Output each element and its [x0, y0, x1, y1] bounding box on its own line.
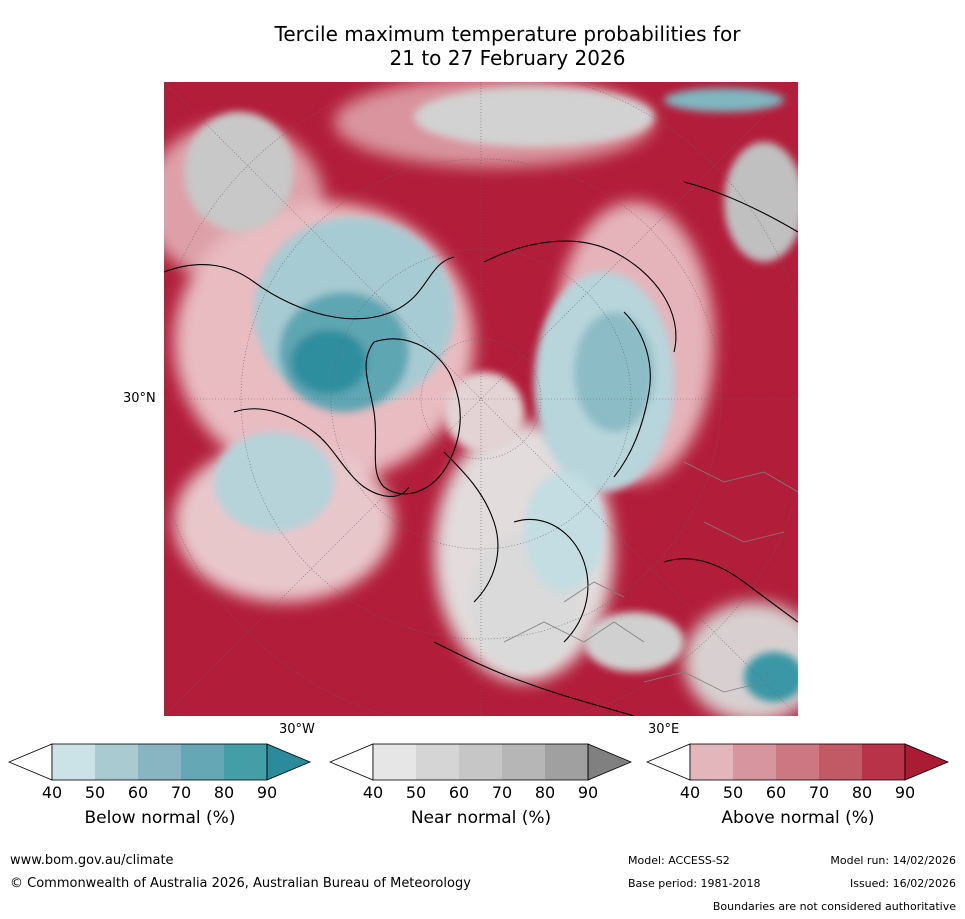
tick-label: 90 [256, 783, 278, 802]
below-normal-bin-2 [138, 744, 181, 780]
model-label: Model: ACCESS-S2 [628, 854, 730, 867]
tick-label: 70 [808, 783, 830, 802]
colorbar-below-svg [7, 743, 312, 781]
title-line-1: Tercile maximum temperature probabilitie… [274, 22, 741, 46]
near-normal-bin-0 [373, 744, 416, 780]
tick-label: 70 [170, 783, 192, 802]
above-normal-bin-4 [862, 744, 905, 780]
tick-label: 50 [84, 783, 106, 802]
tick-label: 70 [491, 783, 513, 802]
near-normal-max-extend [587, 743, 633, 781]
below-normal-max-extend [266, 743, 312, 781]
country-borders [503, 461, 798, 693]
colorbar-near-svg [328, 743, 633, 781]
tick-label: 50 [405, 783, 427, 802]
below-normal-bin-3 [181, 744, 224, 780]
graticule [164, 82, 798, 716]
near-normal-bin-4 [545, 744, 588, 780]
tick-label: 60 [448, 783, 470, 802]
copyright-text: © Commonwealth of Australia 2026, Austra… [10, 876, 471, 891]
below-normal-title: Below normal (%) [84, 808, 236, 828]
tick-label: 60 [127, 783, 149, 802]
near-normal-bin-2 [459, 744, 502, 780]
tick-label: 90 [894, 783, 916, 802]
coastlines [164, 181, 798, 716]
below-normal-bin-0 [52, 744, 95, 780]
base-period-label: Base period: 1981-2018 [628, 877, 761, 890]
colorbar-near-normal [328, 742, 633, 786]
tick-label: 80 [851, 783, 873, 802]
near-normal-title: Near normal (%) [410, 808, 552, 828]
probability-map [164, 82, 798, 716]
below-normal-bin-1 [95, 744, 138, 780]
colorbar-above-svg [645, 743, 950, 781]
above-normal-bin-0 [690, 744, 733, 780]
map-canvas [164, 82, 798, 716]
near-normal-frame [372, 743, 589, 781]
above-normal-max-extend [904, 743, 950, 781]
near-normal-bin-1 [416, 744, 459, 780]
map-title: Tercile maximum temperature probabilitie… [200, 22, 815, 70]
above-normal-bin-2 [776, 744, 819, 780]
above-normal-min-extend [645, 743, 691, 781]
tick-label: 80 [534, 783, 556, 802]
tick-label: 40 [679, 783, 701, 802]
near-normal-bin-3 [502, 744, 545, 780]
issued-label: Issued: 16/02/2026 [849, 877, 956, 890]
below-normal-bin-4 [224, 744, 267, 780]
tick-label: 60 [765, 783, 787, 802]
below-normal-frame [51, 743, 268, 781]
near-normal-patches [184, 87, 798, 672]
tick-label: 40 [362, 783, 384, 802]
tick-label: 40 [41, 783, 63, 802]
lon-30w-label: 30°W [279, 722, 315, 737]
website-link[interactable]: www.bom.gov.au/climate [10, 853, 174, 868]
colorbar-above-normal [645, 742, 950, 786]
below-normal-min-extend [7, 743, 53, 781]
tick-label: 80 [213, 783, 235, 802]
above-normal-bin-3 [819, 744, 862, 780]
near-normal-min-extend [328, 743, 374, 781]
tick-label: 90 [577, 783, 599, 802]
above-normal-frame [689, 743, 906, 781]
lon-30e-label: 30°E [648, 722, 680, 737]
lat-30n-label: 30°N [123, 391, 156, 406]
above-normal-bin-1 [733, 744, 776, 780]
disclaimer-text: Boundaries are not considered authoritat… [712, 900, 956, 913]
title-line-2: 21 to 27 February 2026 [389, 46, 626, 70]
colorbar-below-normal [7, 742, 312, 786]
below-normal-patches [214, 88, 798, 702]
model-run-label: Model run: 14/02/2026 [830, 854, 956, 867]
above-normal-title: Above normal (%) [721, 808, 875, 828]
tick-label: 50 [722, 783, 744, 802]
